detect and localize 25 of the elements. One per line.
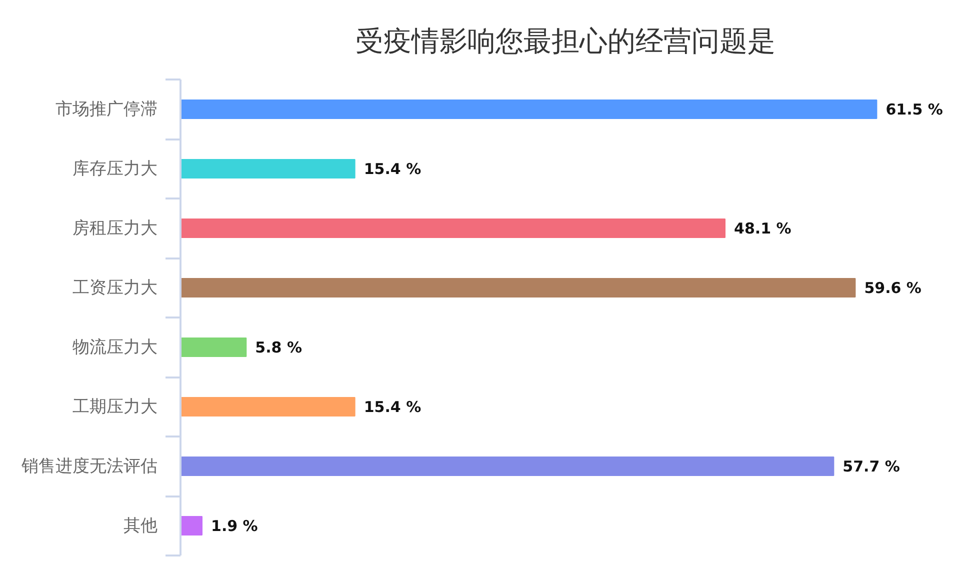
bar	[180, 278, 856, 298]
bar	[180, 397, 356, 416]
y-tick-label: 库存压力大	[72, 158, 158, 179]
data-label: 61.5 %	[886, 100, 943, 118]
y-tick-label: 物流压力大	[72, 337, 158, 358]
y-tick-label: 工期压力大	[72, 396, 158, 417]
data-label: 1.9 %	[211, 516, 258, 535]
y-tick-label: 工资压力大	[72, 278, 158, 298]
bar	[180, 456, 834, 476]
bar	[180, 159, 356, 178]
data-label: 48.1 %	[734, 219, 792, 238]
chart-title: 受疫情影响您最担心的经营问题是	[356, 24, 776, 58]
y-tick-label: 销售进度无法评估	[20, 456, 158, 476]
bar	[180, 516, 203, 536]
data-label: 15.4 %	[364, 398, 422, 416]
data-label: 57.7 %	[842, 457, 900, 476]
y-tick-label: 其他	[124, 516, 158, 536]
data-label: 59.6 %	[864, 278, 922, 297]
bar	[180, 338, 247, 357]
y-tick-label: 市场推广停滞	[56, 99, 158, 120]
y-tick-label: 房租压力大	[72, 218, 158, 238]
bar	[180, 100, 878, 119]
data-label: 15.4 %	[364, 160, 422, 178]
data-label: 5.8 %	[255, 338, 302, 356]
bar	[180, 218, 726, 238]
